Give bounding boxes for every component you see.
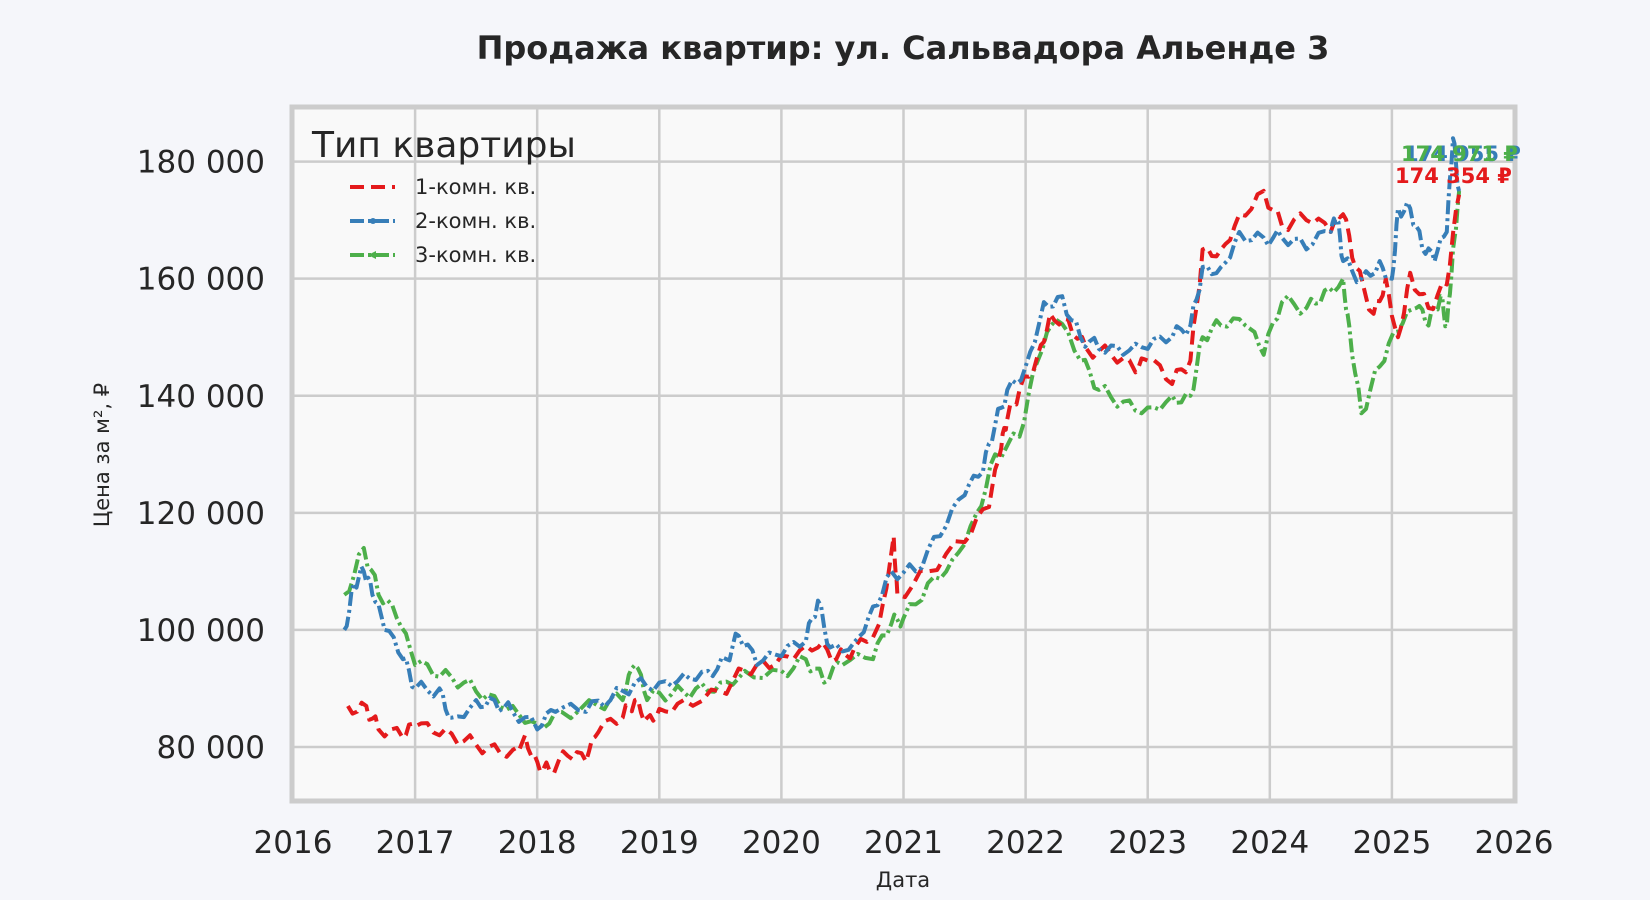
x-tick-label: 2023 (1108, 825, 1187, 861)
x-axis-ticks: 2016 2017 2018 2019 2020 2021 2022 2023 2024 2025… (254, 825, 1554, 861)
end-label-3room: 174 971 ₽ (1401, 142, 1518, 166)
x-tick-label: 2020 (742, 825, 821, 861)
series-line-3room (343, 190, 1462, 731)
x-tick-label: 2024 (1230, 825, 1309, 861)
x-tick-label: 2021 (864, 825, 943, 861)
legend-entry-2room: 2-комн. кв. (350, 209, 536, 233)
x-tick-label: 2022 (986, 825, 1065, 861)
series-line-1room (346, 188, 1462, 776)
y-tick-label: 180 000 (137, 145, 265, 181)
y-tick-label: 120 000 (137, 496, 265, 532)
y-tick-label: 100 000 (137, 613, 265, 649)
legend-label-1room: 1-комн. кв. (415, 175, 536, 199)
x-axis-label: Дата (876, 868, 930, 892)
y-tick-label: 160 000 (137, 262, 265, 298)
y-axis-label: Цена за м², ₽ (90, 383, 114, 527)
series-line-2room (342, 136, 1462, 732)
legend-entry-3room: 3-комн. кв. (350, 243, 536, 267)
chart-title: Продажа квартир: ул. Сальвадора Альенде … (477, 29, 1330, 67)
end-label-1room: 174 354 ₽ (1395, 164, 1512, 188)
x-tick-label: 2018 (498, 825, 577, 861)
x-tick-label: 2026 (1475, 825, 1554, 861)
x-tick-label: 2017 (376, 825, 455, 861)
legend: Тип квартиры 1-комн. кв. 2-комн. кв. 3-к… (311, 125, 576, 267)
end-label-2room: 174 955 ₽ (1404, 142, 1521, 166)
y-tick-label: 140 000 (137, 379, 265, 415)
end-value-labels: 174 955 ₽ 174 971 ₽ 174 354 ₽ (1395, 142, 1521, 188)
legend-label-3room: 3-комн. кв. (415, 243, 536, 267)
legend-label-2room: 2-комн. кв. (415, 209, 536, 233)
series-layer (342, 136, 1462, 776)
x-tick-label: 2019 (620, 825, 699, 861)
x-tick-label: 2025 (1352, 825, 1431, 861)
y-tick-label: 80 000 (157, 730, 265, 766)
y-axis-ticks: 80 000 100 000 120 000 140 000 160 000 180 00… (137, 145, 265, 766)
legend-title: Тип квартиры (311, 125, 576, 166)
legend-entry-1room: 1-комн. кв. (350, 175, 536, 199)
x-tick-label: 2016 (254, 825, 333, 861)
